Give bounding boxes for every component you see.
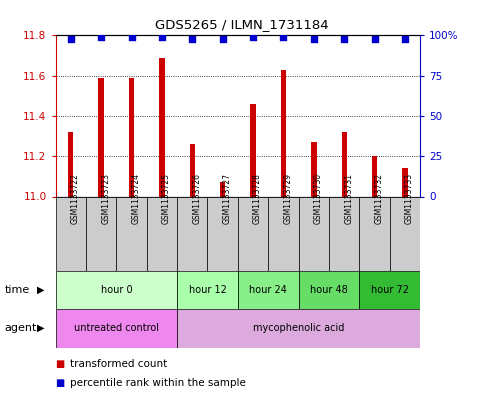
Text: GSM1133722: GSM1133722 — [71, 173, 80, 224]
Text: agent: agent — [5, 323, 37, 333]
Text: ■: ■ — [56, 378, 65, 388]
Text: percentile rank within the sample: percentile rank within the sample — [70, 378, 246, 388]
Bar — [250, 104, 256, 196]
Text: ▶: ▶ — [37, 285, 45, 295]
Text: GSM1133731: GSM1133731 — [344, 173, 353, 224]
Bar — [268, 196, 298, 271]
Point — [97, 34, 105, 40]
Text: ▶: ▶ — [37, 323, 45, 333]
Text: GSM1133727: GSM1133727 — [223, 173, 232, 224]
Bar — [208, 196, 238, 271]
Text: GSM1133733: GSM1133733 — [405, 173, 414, 224]
Text: time: time — [5, 285, 30, 295]
Point — [67, 35, 74, 42]
Bar — [56, 271, 177, 309]
Text: hour 12: hour 12 — [188, 285, 227, 295]
Text: GSM1133725: GSM1133725 — [162, 173, 171, 224]
Text: hour 48: hour 48 — [310, 285, 348, 295]
Bar — [177, 309, 420, 348]
Bar — [238, 271, 298, 309]
Text: GSM1133728: GSM1133728 — [253, 173, 262, 224]
Text: hour 24: hour 24 — [249, 285, 287, 295]
Bar — [390, 196, 420, 271]
Point — [158, 34, 166, 40]
Point — [188, 35, 196, 42]
Bar — [311, 142, 316, 196]
Bar — [116, 196, 147, 271]
Point — [310, 35, 318, 42]
Text: GSM1133729: GSM1133729 — [284, 173, 293, 224]
Text: GSM1133732: GSM1133732 — [375, 173, 384, 224]
Bar — [220, 182, 226, 196]
Bar — [129, 78, 134, 196]
Text: hour 72: hour 72 — [371, 285, 409, 295]
Point — [371, 35, 379, 42]
Bar — [372, 156, 377, 196]
Bar — [177, 196, 208, 271]
Bar — [68, 132, 73, 196]
Point — [401, 35, 409, 42]
Text: transformed count: transformed count — [70, 358, 167, 369]
Bar — [359, 271, 420, 309]
Bar — [329, 196, 359, 271]
Text: GSM1133723: GSM1133723 — [101, 173, 110, 224]
Bar — [298, 196, 329, 271]
Text: GSM1133724: GSM1133724 — [131, 173, 141, 224]
Bar — [56, 196, 86, 271]
Text: hour 0: hour 0 — [100, 285, 132, 295]
Bar — [159, 57, 165, 196]
Bar — [238, 196, 268, 271]
Bar — [341, 132, 347, 196]
Text: GSM1133730: GSM1133730 — [314, 173, 323, 224]
Bar — [177, 271, 238, 309]
Text: untreated control: untreated control — [74, 323, 159, 333]
Bar — [99, 78, 104, 196]
Point — [280, 34, 287, 40]
Bar — [298, 271, 359, 309]
Text: GDS5265 / ILMN_1731184: GDS5265 / ILMN_1731184 — [155, 18, 328, 31]
Point — [219, 35, 227, 42]
Bar — [189, 144, 195, 196]
Bar — [147, 196, 177, 271]
Text: ■: ■ — [56, 358, 65, 369]
Bar — [86, 196, 116, 271]
Bar — [56, 309, 177, 348]
Text: mycophenolic acid: mycophenolic acid — [253, 323, 344, 333]
Text: GSM1133726: GSM1133726 — [192, 173, 201, 224]
Bar — [359, 196, 390, 271]
Point — [249, 34, 257, 40]
Bar — [281, 70, 286, 196]
Bar — [402, 168, 408, 196]
Point — [128, 34, 135, 40]
Point — [341, 35, 348, 42]
